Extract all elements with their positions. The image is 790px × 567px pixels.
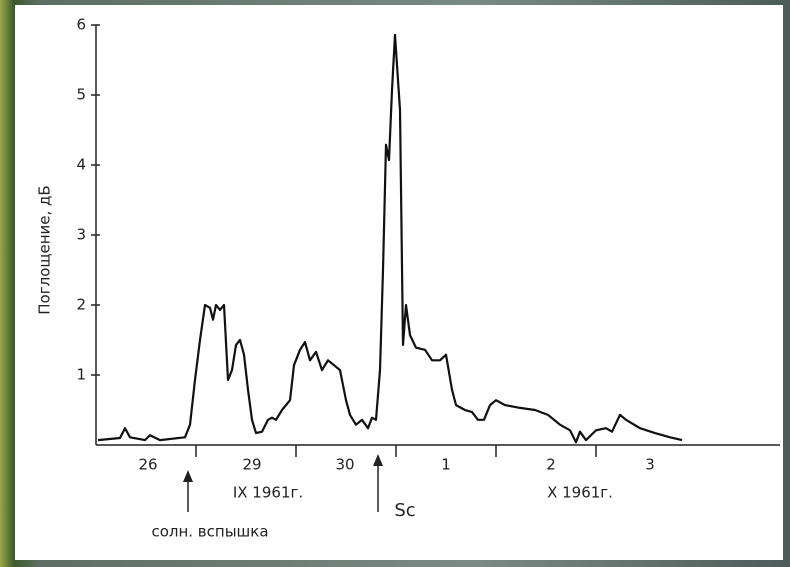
annotation: Sc [394, 500, 415, 521]
y-tick-label: 2 [76, 296, 86, 314]
x-tick-label: 30 [335, 456, 354, 474]
x-tick-label: 2 [546, 456, 556, 474]
y-tick-label: 1 [76, 366, 86, 384]
y-tick-label: 6 [76, 16, 86, 34]
x-tick-label: 1 [441, 456, 451, 474]
y-tick-label: 4 [76, 156, 86, 174]
data-line [97, 33, 683, 444]
arrow-head [373, 454, 383, 466]
annotation: IX 1961г. [233, 484, 303, 502]
y-axis-label: Поглощение, дБ [36, 185, 54, 314]
arrow-head [183, 470, 193, 482]
x-tick-label: 29 [242, 456, 261, 474]
y-tick-label: 3 [76, 226, 86, 244]
annotation: солн. вспышка [151, 523, 268, 541]
y-tick-label: 5 [76, 86, 86, 104]
x-tick-label: 26 [138, 456, 157, 474]
x-tick-label: 3 [645, 456, 655, 474]
annotation: X 1961г. [547, 484, 613, 502]
